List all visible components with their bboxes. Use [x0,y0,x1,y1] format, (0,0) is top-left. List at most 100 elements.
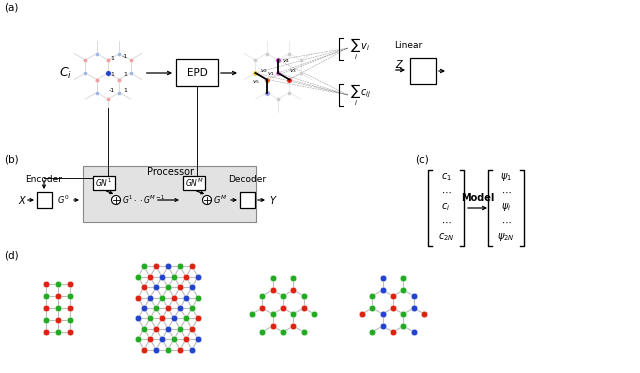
Point [299,329,309,335]
Text: (a): (a) [4,3,19,13]
Text: $c_i$: $c_i$ [442,201,451,213]
Point [367,305,378,311]
Point [114,90,124,95]
Point [151,263,161,269]
Point [278,305,288,311]
Point [163,326,173,332]
Point [262,90,272,95]
Point [139,305,149,311]
Point [378,287,388,293]
Text: 1: 1 [123,88,127,93]
Bar [240,192,255,208]
Point [139,284,149,290]
Point [81,57,91,63]
Point [92,50,102,56]
Point [193,316,203,322]
Circle shape [111,195,120,204]
Point [92,76,102,82]
Text: $G^1 \cdot\cdot G^{M-1}$: $G^1 \cdot\cdot G^{M-1}$ [122,194,166,206]
Point [169,316,179,322]
Bar [93,176,115,190]
Point [409,305,419,311]
Point [163,305,173,311]
Point [53,317,63,323]
Point [262,76,272,82]
Text: $GN^M$: $GN^M$ [184,177,204,189]
Text: $\psi_{2N}$: $\psi_{2N}$ [497,231,515,243]
Point [157,274,167,280]
Text: $v_4$: $v_4$ [282,57,290,65]
Text: $\cdots$: $\cdots$ [500,187,511,197]
Point [103,96,113,102]
Point [268,323,278,329]
Point [288,323,298,329]
Point [163,263,173,269]
Point [175,263,185,269]
Point [273,70,283,76]
Point [65,317,75,323]
Point [409,293,419,299]
Text: $\psi_i$: $\psi_i$ [501,201,511,213]
Point [284,90,294,95]
Point [157,316,167,322]
Bar [410,58,436,84]
Point [273,57,283,63]
Text: $c_1$: $c_1$ [440,171,451,183]
Point [193,336,203,342]
Text: EPD: EPD [187,68,207,78]
Point [187,263,197,269]
Point [273,96,283,102]
Text: $v_5$: $v_5$ [252,78,260,86]
Point [41,329,51,335]
Point [268,311,278,317]
Text: Processor: Processor [147,167,193,177]
Point [288,287,298,293]
Text: $\sum_i\,c_{ij}$: $\sum_i\,c_{ij}$ [350,82,372,108]
Point [163,284,173,290]
Point [299,293,309,299]
Point [125,57,136,63]
Point [257,305,268,311]
Point [278,293,288,299]
Point [41,293,51,299]
Text: Decoder: Decoder [228,176,266,185]
Point [378,323,388,329]
Point [299,305,309,311]
Text: $v_1$: $v_1$ [267,70,275,78]
Text: 1: 1 [123,72,127,78]
Point [169,295,179,301]
Text: -1: -1 [122,54,128,60]
Point [145,295,155,301]
Point [53,329,63,335]
Point [139,347,149,352]
Point [175,284,185,290]
Point [65,293,75,299]
Point [398,311,408,317]
Point [419,311,429,317]
Text: $GN^1$: $GN^1$ [95,177,113,189]
Bar [183,176,205,190]
Text: $X$: $X$ [18,194,28,206]
Point [288,311,298,317]
Point [181,295,191,301]
Point [257,329,268,335]
Text: 1: 1 [110,72,114,78]
Point [103,70,113,76]
Point [151,347,161,352]
Point [278,329,288,335]
Point [151,284,161,290]
Point [145,274,155,280]
Text: 1: 1 [110,56,114,60]
Point [193,295,203,301]
Point [175,347,185,352]
Point [187,305,197,311]
Point [125,70,136,76]
Point [181,336,191,342]
Bar [37,192,52,208]
Point [181,316,191,322]
Point [257,293,268,299]
Point [296,57,306,63]
Point [133,274,143,280]
Point [139,263,149,269]
Text: $\cdots$: $\cdots$ [441,217,451,227]
